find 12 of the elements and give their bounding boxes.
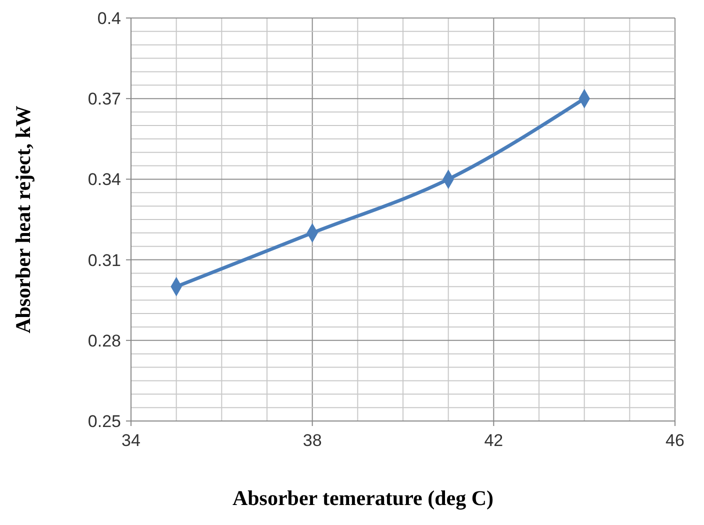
y-tick-label: 0.37 bbox=[88, 90, 121, 109]
y-tick-label: 0.28 bbox=[88, 331, 121, 350]
y-axis-title: Absorber heat reject, kW bbox=[11, 106, 35, 334]
x-tick-label: 34 bbox=[122, 431, 140, 450]
x-tick-label: 42 bbox=[484, 431, 504, 450]
y-tick-label: 0.4 bbox=[97, 8, 121, 28]
y-tick-label: 0.34 bbox=[88, 170, 121, 190]
y-tick-label: 0.25 bbox=[88, 412, 121, 431]
x-tick-label: 38 bbox=[302, 431, 322, 450]
x-axis-title: Absorber temerature (deg C) bbox=[232, 486, 494, 510]
y-tick-label: 0.31 bbox=[88, 250, 121, 270]
x-tick-label: 46 bbox=[666, 431, 684, 450]
